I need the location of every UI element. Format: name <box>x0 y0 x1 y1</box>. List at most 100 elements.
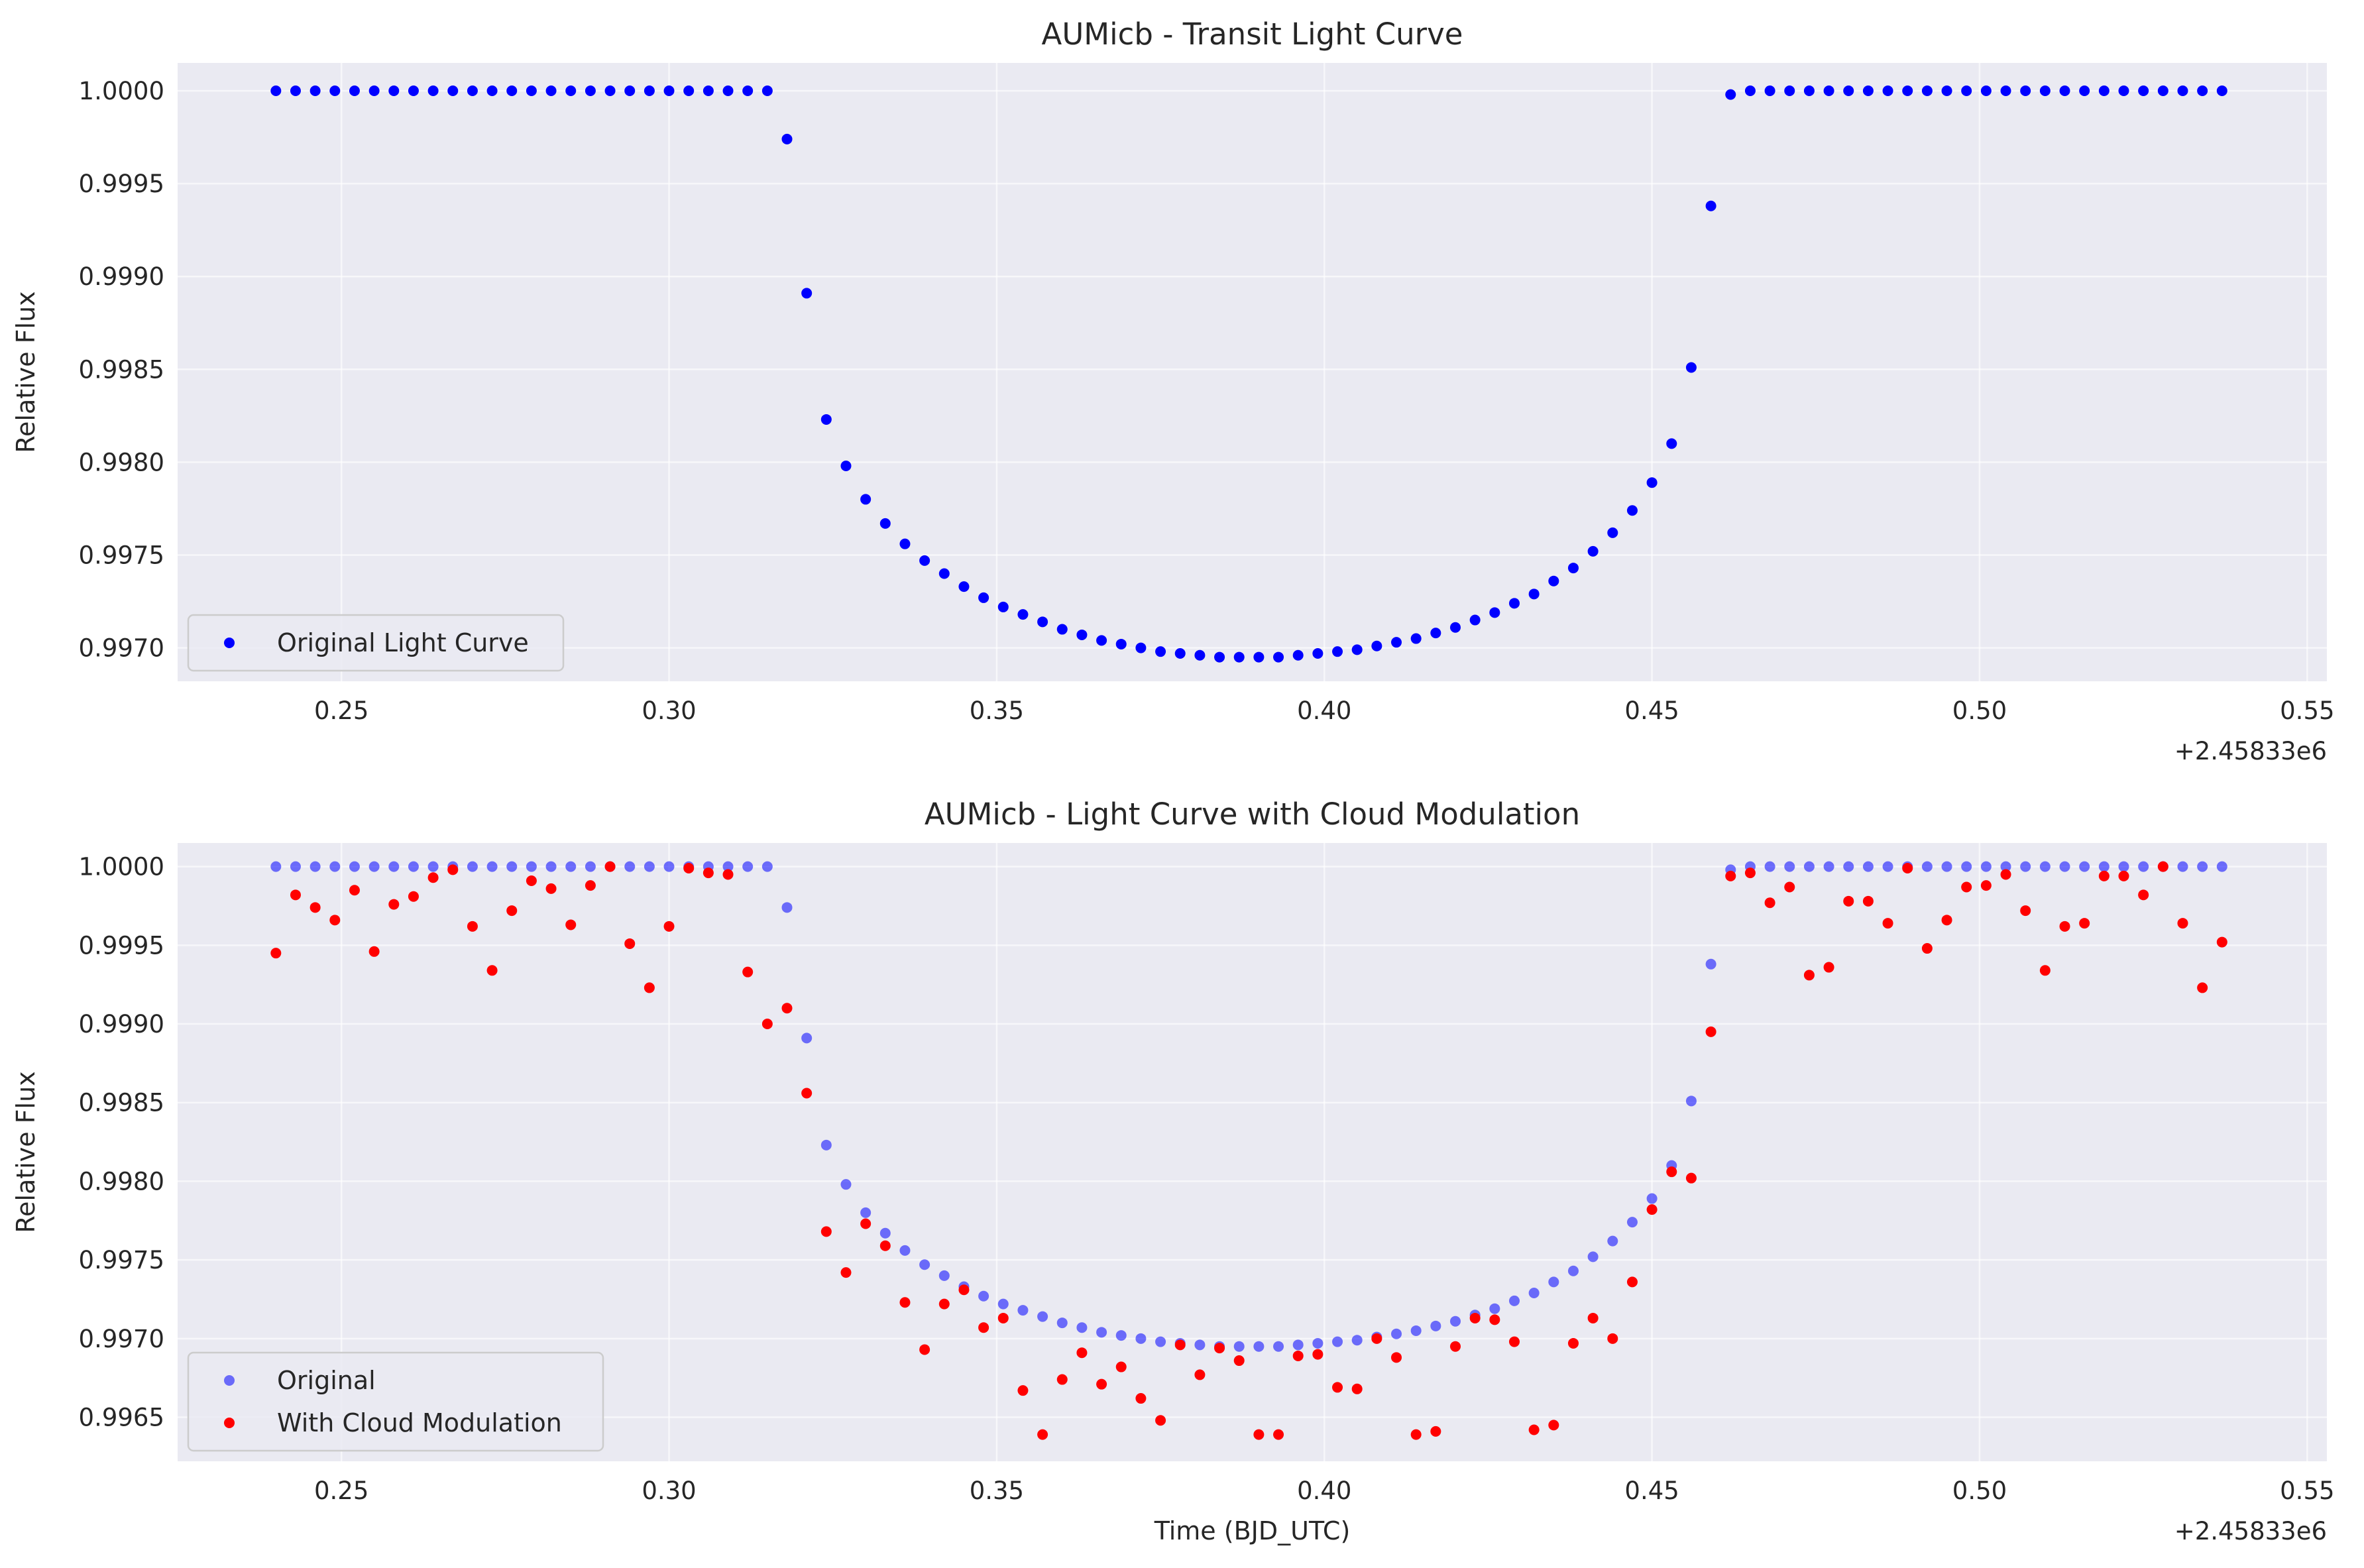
data-point <box>2138 85 2149 97</box>
data-point <box>467 921 478 932</box>
y-tick-label: 1.0000 <box>79 77 164 105</box>
data-point <box>2157 85 2168 97</box>
data-point <box>722 85 734 97</box>
data-point <box>310 902 321 913</box>
data-point <box>997 601 1009 612</box>
legend-marker <box>224 1418 235 1428</box>
data-point <box>388 899 400 910</box>
data-point <box>585 861 596 872</box>
data-point <box>860 1207 872 1218</box>
data-point <box>506 905 518 917</box>
data-point <box>1273 1341 1284 1352</box>
data-point <box>545 883 557 894</box>
data-point <box>1980 880 1992 891</box>
chart-transit-light-curve: 0.25 0.30 0.35 0.40 0.45 0.50 0.55 0.9970 0.9975… <box>11 17 2335 765</box>
data-point <box>349 885 360 896</box>
legend-box <box>187 1351 604 1452</box>
data-point <box>1685 1095 1697 1107</box>
x-tick-label: 0.45 <box>1624 1477 1679 1505</box>
data-point <box>860 494 872 505</box>
legend-label: Original Light Curve <box>277 628 529 657</box>
data-point <box>1528 1287 1540 1298</box>
data-point <box>565 919 577 930</box>
data-point <box>1076 629 1088 640</box>
data-point <box>2020 905 2031 917</box>
x-tick-label: 0.40 <box>1297 697 1351 725</box>
data-point <box>879 518 891 529</box>
data-point <box>545 85 557 97</box>
data-point <box>1823 861 1834 872</box>
data-point <box>722 869 734 880</box>
data-point <box>1312 1337 1323 1349</box>
data-point <box>1587 545 1599 557</box>
data-point <box>1351 644 1363 655</box>
data-point <box>2039 965 2051 976</box>
data-point <box>1017 1305 1029 1316</box>
x-tick-label: 0.40 <box>1297 1477 1351 1505</box>
data-point <box>1233 1355 1245 1367</box>
data-point <box>997 1312 1009 1323</box>
data-point <box>1430 628 1441 639</box>
data-point <box>329 915 341 926</box>
data-point <box>1410 633 1422 644</box>
data-point <box>1508 598 1520 609</box>
data-point <box>761 861 773 872</box>
data-point <box>1548 1420 1559 1431</box>
data-point <box>1489 1303 1500 1314</box>
data-point <box>2020 85 2031 97</box>
data-point <box>879 1227 891 1239</box>
data-point <box>290 85 301 97</box>
data-point <box>722 861 734 872</box>
data-point <box>1548 1276 1559 1288</box>
series-original-light-curve <box>270 85 2227 663</box>
x-tick-label: 0.35 <box>970 697 1024 725</box>
data-point <box>1430 1426 1441 1437</box>
data-point <box>1803 861 1815 872</box>
data-point <box>2177 861 2188 872</box>
data-point <box>1725 89 1736 100</box>
y-tick-label: 0.9975 <box>79 1246 164 1274</box>
data-point <box>1941 915 1952 926</box>
data-point <box>2197 982 2208 993</box>
data-point <box>1980 861 1992 872</box>
data-point <box>1450 1341 1461 1352</box>
data-point <box>506 85 518 97</box>
data-point <box>761 1019 773 1030</box>
data-point <box>624 861 636 872</box>
data-point <box>1037 616 1048 628</box>
data-point <box>1096 635 1107 646</box>
data-point <box>1626 505 1638 516</box>
data-point <box>1312 647 1323 659</box>
data-point <box>2138 861 2149 872</box>
y-axis-label: Relative Flux <box>11 1071 40 1233</box>
data-point <box>978 592 989 603</box>
data-point <box>2000 85 2011 97</box>
data-point <box>899 538 911 549</box>
data-point <box>2079 85 2090 97</box>
data-point <box>1941 861 1952 872</box>
data-point <box>1961 861 1972 872</box>
data-point <box>938 1270 950 1281</box>
data-point <box>801 288 813 299</box>
data-point <box>1961 881 1972 893</box>
chart-cloud-modulation: 0.25 0.30 0.35 0.40 0.45 0.50 0.55 0.9965 0.9970… <box>11 797 2335 1545</box>
data-point <box>1548 575 1559 587</box>
y-tick-label: 0.9975 <box>79 541 164 569</box>
data-point <box>1292 1350 1304 1361</box>
data-point <box>2059 861 2070 872</box>
data-point <box>1410 1325 1422 1336</box>
data-point <box>663 861 675 872</box>
data-point <box>2216 861 2227 872</box>
data-point <box>978 1322 989 1333</box>
y-tick-label: 0.9985 <box>79 355 164 384</box>
data-point <box>1843 85 1854 97</box>
data-point <box>1115 1330 1127 1341</box>
data-point <box>1351 1383 1363 1394</box>
data-point <box>368 85 380 97</box>
data-point <box>1115 1361 1127 1372</box>
data-point <box>526 875 537 886</box>
data-point <box>270 861 282 872</box>
data-point <box>1037 1429 1048 1440</box>
data-point <box>1980 85 1992 97</box>
data-point <box>1843 861 1854 872</box>
